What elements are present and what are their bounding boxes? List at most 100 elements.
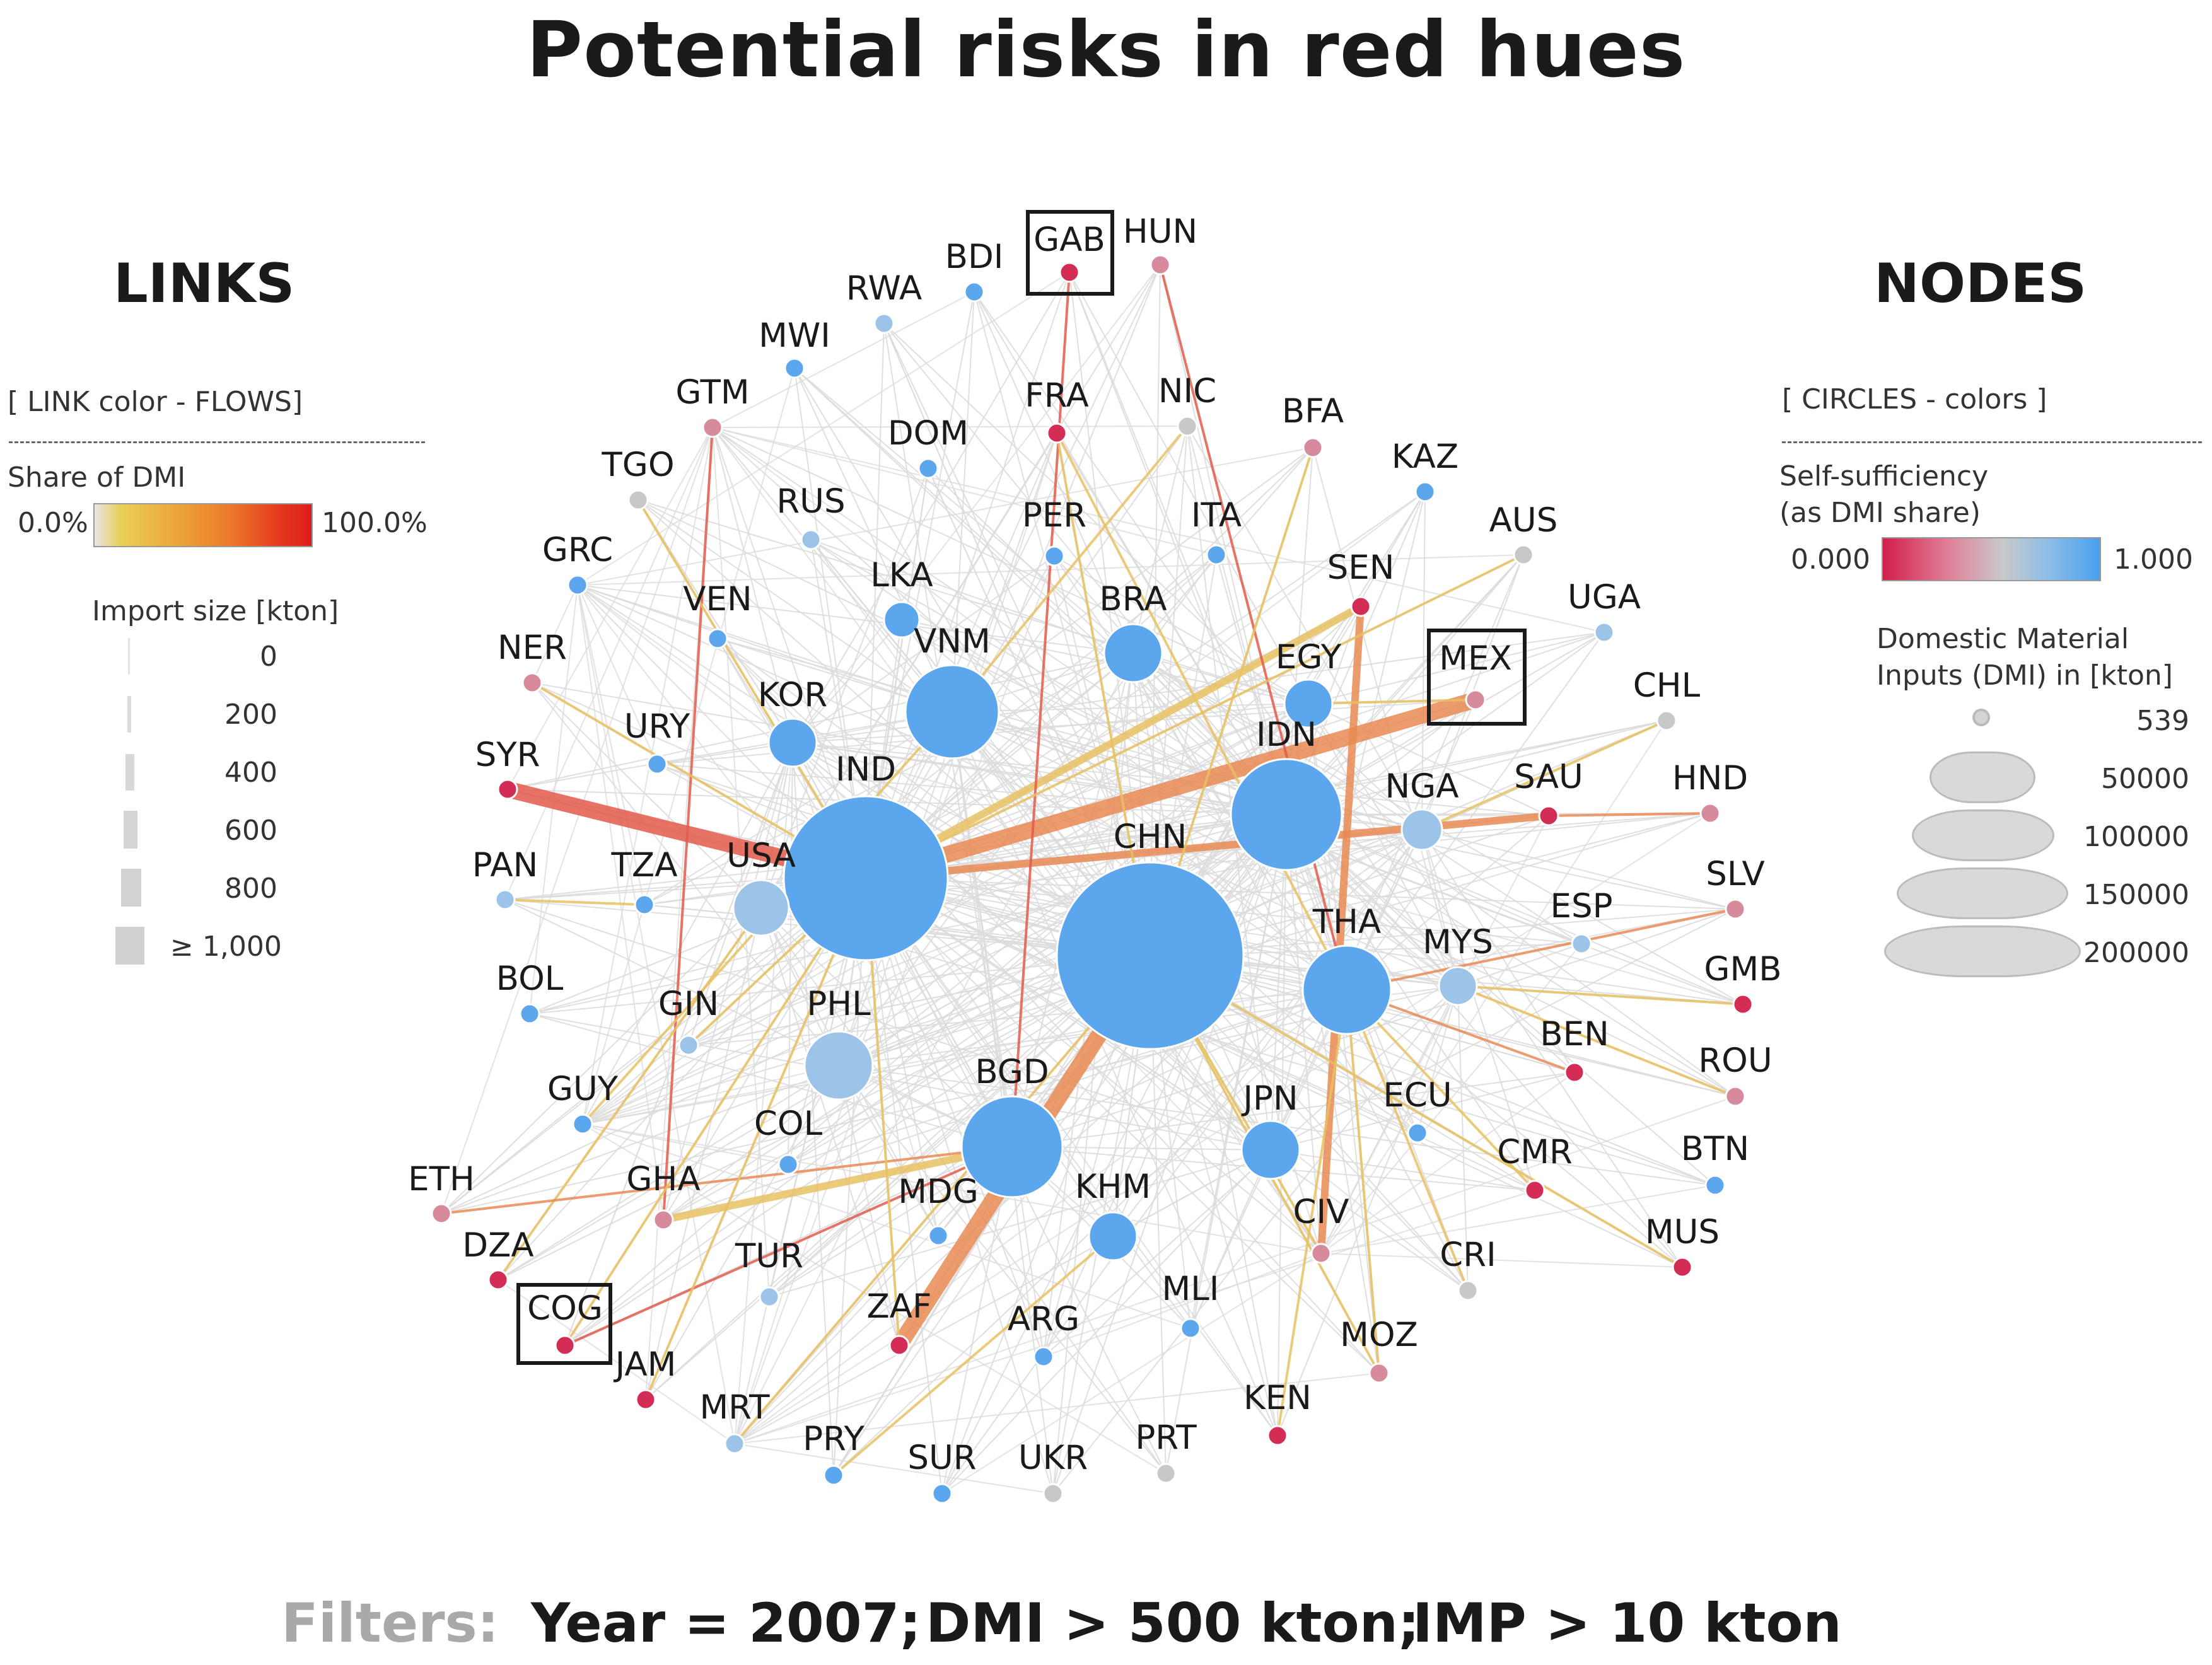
links-size-tick: 800 [224,873,277,905]
background-link [1187,426,1287,815]
size-bar-400 [125,754,134,791]
background-link [504,899,1013,1147]
node-gab [1059,262,1080,283]
nodes-size-tick: 539 [2136,705,2189,737]
background-link [712,427,793,743]
background-link [833,878,866,1476]
background-link [941,955,1151,1494]
node-ita [1206,544,1227,566]
node-label-mdg: MDG [898,1173,979,1211]
background-link [688,814,1287,1046]
background-link [507,653,1134,790]
links-legend-divider [9,441,425,443]
background-link [734,1146,1013,1444]
background-link [838,1065,1167,1474]
node-label-tza: TZA [611,846,678,885]
size-bar-800 [121,869,141,907]
node-idn [1230,758,1343,871]
background-link [1150,264,1161,956]
background-link [663,703,1309,1221]
background-link [577,584,658,765]
node-ven [707,628,728,649]
node-label-bol: BOL [496,960,564,998]
background-link [441,955,1151,1214]
node-tur [759,1286,780,1308]
node-phl [803,1030,874,1101]
node-label-tha: THA [1312,903,1381,941]
background-link [810,539,1287,815]
node-sen [1350,596,1371,617]
node-label-tgo: TGO [601,446,674,484]
node-label-vnm: VNM [914,622,991,661]
background-link [734,653,1134,1444]
size-circle-50000 [1930,751,2035,803]
links-color-max: 100.0% [322,507,428,539]
link-dza-usa [497,907,762,1281]
node-label-sau: SAU [1514,758,1583,796]
size-bar-200 [127,696,131,733]
background-link [582,368,795,1125]
background-link [838,813,1711,1066]
node-nic [1177,415,1198,437]
link-fra-tha [1056,432,1348,991]
node-bol [519,1003,540,1024]
node-rwa [873,313,895,334]
node-label-aus: AUS [1489,501,1558,540]
background-link [1312,447,1458,987]
node-bdi [963,281,985,303]
background-link [498,1065,839,1280]
node-label-mwi: MWI [759,316,830,355]
node-label-gin: GIN [658,985,719,1023]
node-label-rwa: RWA [846,269,922,308]
filter-year: Year = 2007; [531,1592,921,1655]
node-col [777,1154,799,1175]
background-link [794,368,1287,815]
background-link [941,1149,1271,1494]
node-bgd [960,1095,1064,1198]
filter-dmi: DMI > 500 kton; [926,1592,1420,1655]
links-size-tick: 600 [224,815,277,847]
background-link [1132,653,1736,1097]
background-link [838,1065,900,1346]
link-cmr-tha [1346,989,1536,1192]
background-link [441,653,1134,1214]
background-link [577,584,953,712]
node-cmr [1524,1180,1545,1201]
links-size-tick: 200 [224,699,277,731]
node-label-rou: ROU [1698,1041,1772,1080]
node-label-mex: MEX [1439,639,1512,678]
background-link [1421,829,1736,910]
background-link [865,878,1380,1374]
node-label-sur: SUR [907,1439,976,1477]
links-color-label: Share of DMI [8,461,186,494]
background-link [1132,653,1278,1436]
nodes-legend-heading: NODES [1874,252,2087,315]
background-link [688,703,1309,1046]
node-label-grc: GRC [542,531,613,569]
background-link [1270,1149,1535,1191]
node-label-prt: PRT [1135,1418,1197,1457]
highlight-box-cog [516,1283,612,1365]
node-label-usa: USA [726,837,796,875]
background-link [582,829,1423,1125]
node-label-bgd: BGD [975,1053,1049,1091]
size-circle-539 [1972,709,1990,726]
node-cri [1457,1280,1479,1301]
background-link [507,427,713,790]
node-label-kaz: KAZ [1392,438,1458,476]
background-link [734,1096,1736,1444]
node-eth [431,1203,452,1224]
node-label-cmr: CMR [1497,1133,1573,1171]
links-legend-subheading: [ LINK color - FLOWS] [8,386,303,418]
node-label-mli: MLI [1162,1270,1220,1308]
node-dza [487,1269,509,1291]
node-label-nga: NGA [1385,767,1459,806]
node-gha [653,1209,674,1231]
nodes-size-tick: 150000 [2083,879,2189,911]
node-label-per: PER [1022,496,1086,535]
nodes-legend-subheading: [ CIRCLES - colors ] [1782,383,2047,415]
node-usa [732,879,790,937]
background-link [1308,703,1549,816]
background-link [1069,272,1348,990]
node-label-mus: MUS [1645,1213,1720,1251]
